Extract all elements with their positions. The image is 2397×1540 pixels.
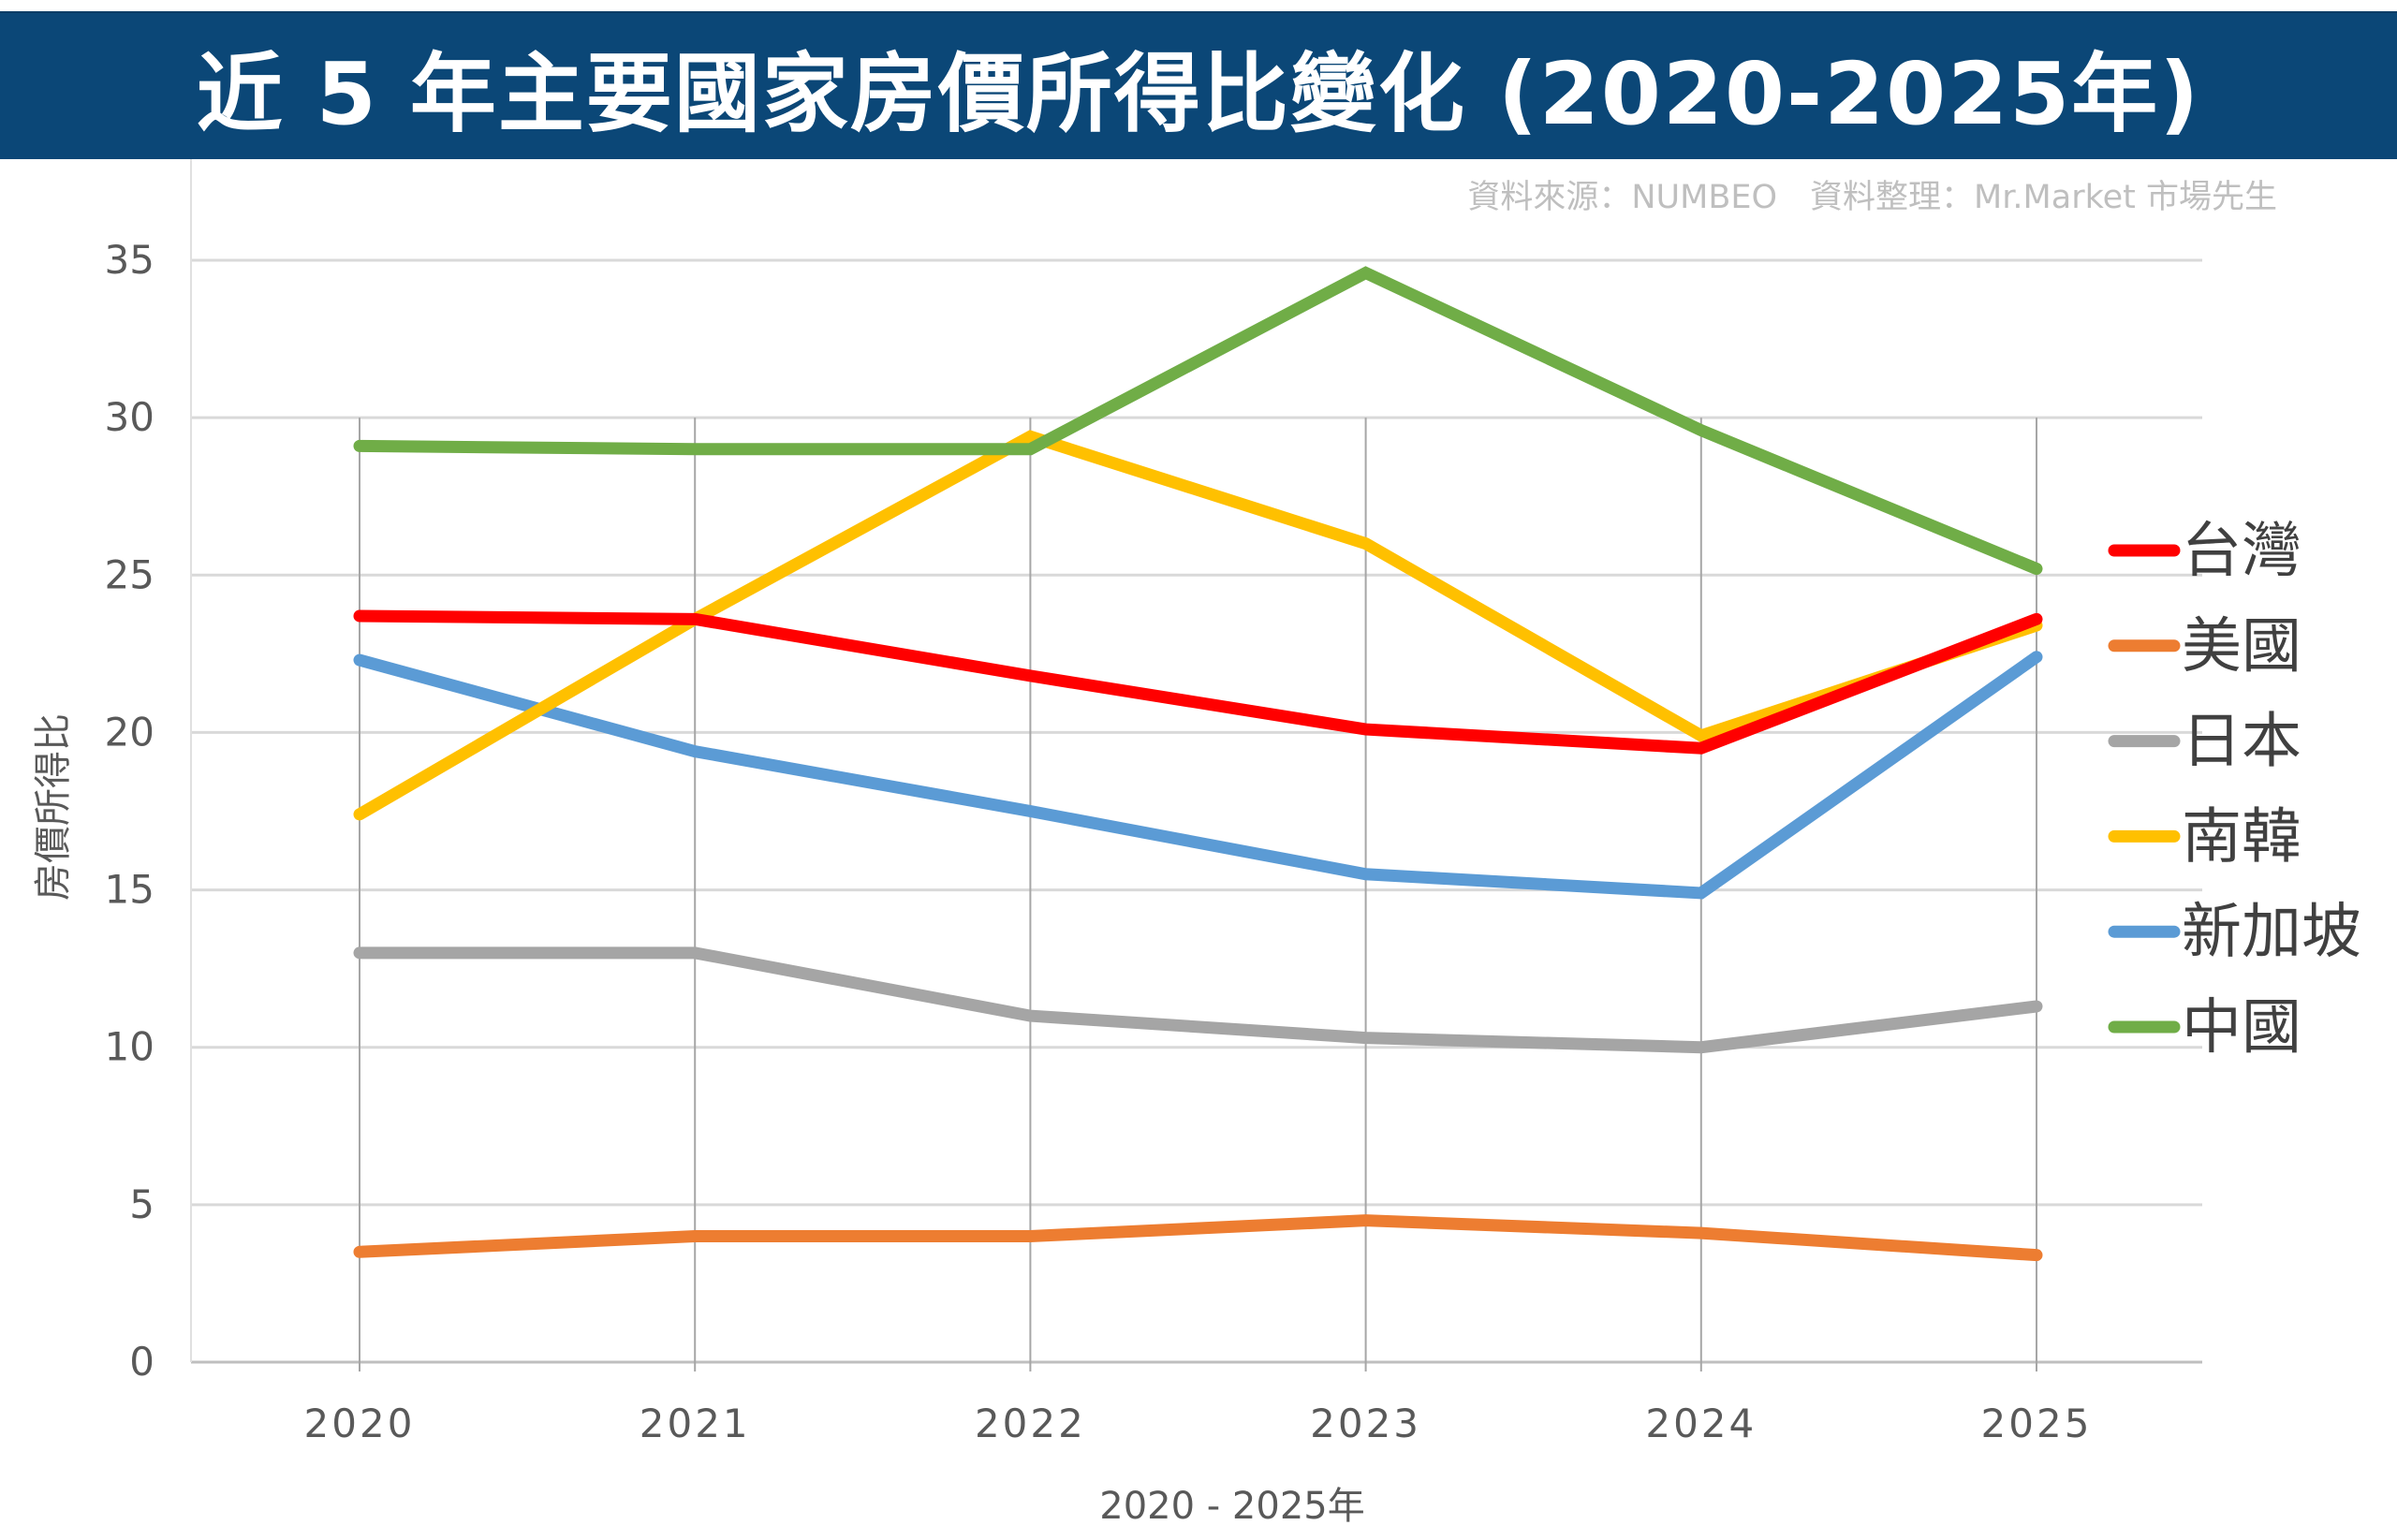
x-tick-label: 2020 — [304, 1401, 416, 1446]
y-tick-label: 35 — [105, 237, 154, 283]
x-tick-label: 2022 — [975, 1401, 1086, 1446]
y-tick-label: 10 — [105, 1024, 154, 1070]
y-tick-label: 20 — [105, 709, 154, 755]
series-line-1 — [353, 1214, 2043, 1262]
y-tick-label: 5 — [129, 1181, 154, 1227]
title-bar: 近 5 年主要國家房價所得比變化 (2020-2025年) — [0, 11, 2397, 159]
y-tick-label: 25 — [105, 551, 154, 597]
y-tick-label: 15 — [105, 867, 154, 913]
x-tick-label: 2021 — [640, 1401, 751, 1446]
series-line-3 — [353, 430, 2043, 821]
legend-label: 美國 — [2182, 612, 2301, 682]
legend-label: 中國 — [2182, 993, 2301, 1063]
legend-label: 台灣 — [2182, 517, 2301, 586]
y-tick-label: 0 — [129, 1339, 154, 1385]
series-line-2 — [353, 946, 2043, 1054]
series-line-5 — [353, 266, 2043, 576]
y-tick-label: 30 — [105, 394, 154, 440]
chart-title: 近 5 年主要國家房價所得比變化 (2020-2025年) — [196, 43, 2201, 144]
legend-label: 南韓 — [2182, 802, 2301, 872]
x-axis-title: 2020 - 2025年 — [1099, 1485, 1364, 1528]
legend-label: 新加坡 — [2182, 898, 2361, 967]
series-line-0 — [353, 609, 2043, 755]
source-note: 資料來源：NUMBEO 資料整理：Mr.Market 市場先生 — [1467, 179, 2277, 216]
x-tick-label: 2023 — [1310, 1401, 1421, 1446]
legend-label: 日本 — [2182, 708, 2301, 777]
x-tick-label: 2024 — [1645, 1401, 1757, 1446]
y-axis-title: 房價所得比 — [32, 713, 75, 901]
x-tick-label: 2025 — [1981, 1401, 2093, 1446]
series-line-4 — [353, 651, 2043, 900]
